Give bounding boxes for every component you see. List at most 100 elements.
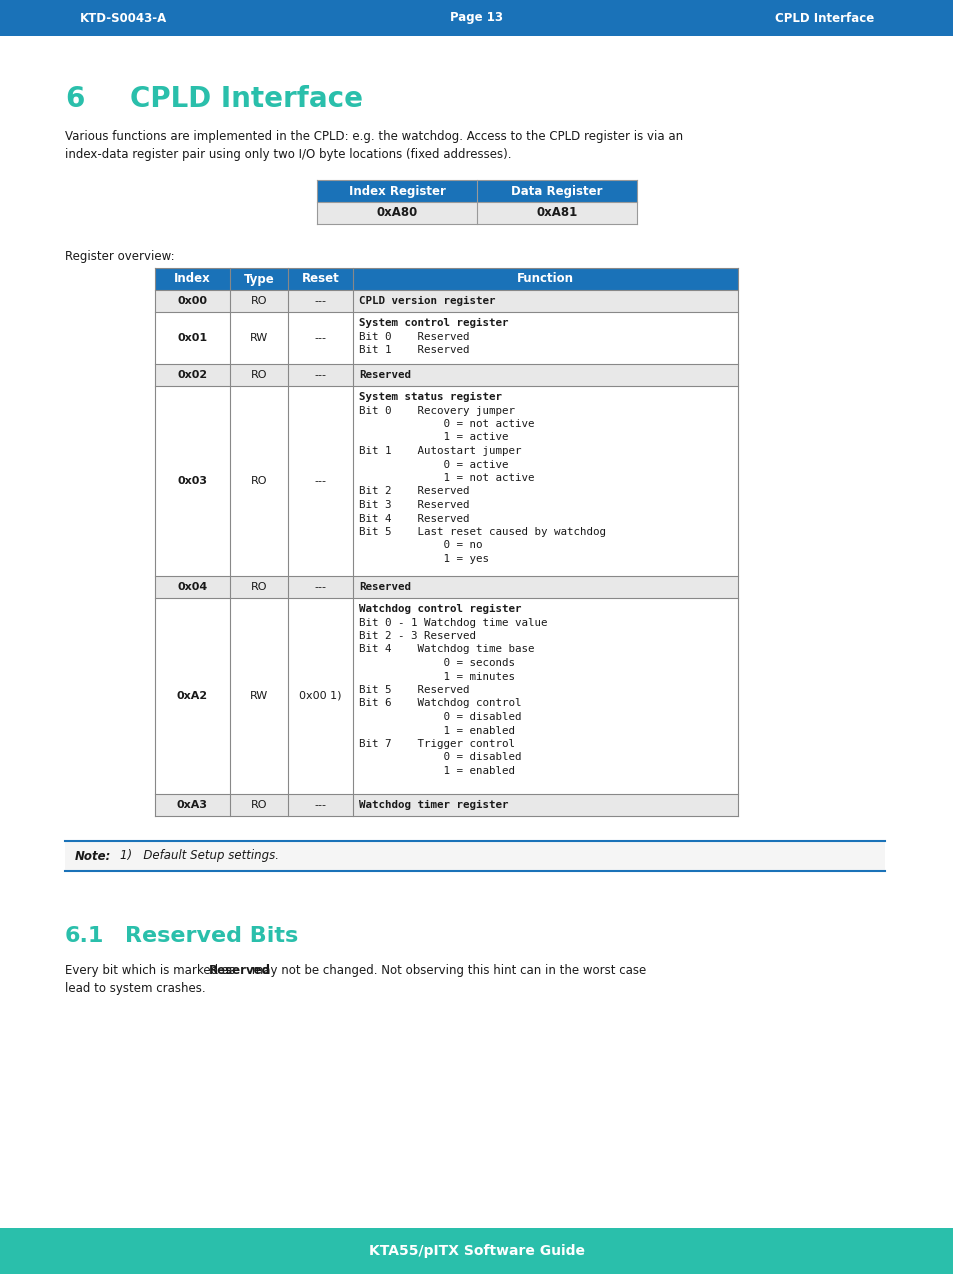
Text: RO: RO xyxy=(251,800,267,810)
Text: Reset: Reset xyxy=(301,273,339,285)
Text: 0 = disabled: 0 = disabled xyxy=(358,753,521,763)
Text: 0xA3: 0xA3 xyxy=(177,800,208,810)
Text: Note:: Note: xyxy=(75,850,112,862)
Text: 0 = not active: 0 = not active xyxy=(358,419,534,429)
Text: 0 = active: 0 = active xyxy=(358,460,508,470)
Bar xyxy=(288,598,353,794)
Bar xyxy=(230,598,288,794)
Bar xyxy=(288,794,353,817)
Text: 0xA2: 0xA2 xyxy=(176,691,208,701)
Text: 0x00: 0x00 xyxy=(177,296,208,306)
Bar xyxy=(154,290,230,312)
Text: Bit 5    Last reset caused by watchdog: Bit 5 Last reset caused by watchdog xyxy=(358,527,605,538)
Text: System control register: System control register xyxy=(358,318,508,327)
Bar xyxy=(288,576,353,598)
Text: Index Register: Index Register xyxy=(348,185,445,197)
Bar xyxy=(154,364,230,386)
Text: Bit 0    Reserved: Bit 0 Reserved xyxy=(358,331,469,341)
Text: 0 = no: 0 = no xyxy=(358,540,482,550)
Text: 1 = not active: 1 = not active xyxy=(358,473,534,483)
Bar xyxy=(353,576,738,598)
Text: ---: --- xyxy=(314,582,326,592)
Bar xyxy=(316,203,476,224)
Text: Bit 1    Autostart jumper: Bit 1 Autostart jumper xyxy=(358,446,521,456)
Bar xyxy=(353,598,738,794)
Bar xyxy=(154,794,230,817)
Text: 1 = minutes: 1 = minutes xyxy=(358,671,515,682)
Text: ---: --- xyxy=(314,369,326,380)
Bar xyxy=(288,312,353,364)
Bar xyxy=(288,386,353,576)
Bar xyxy=(353,268,738,290)
Text: KTA55/pITX Software Guide: KTA55/pITX Software Guide xyxy=(369,1243,584,1257)
Text: Index: Index xyxy=(174,273,211,285)
Text: 0x03: 0x03 xyxy=(177,476,208,485)
Text: 1 = active: 1 = active xyxy=(358,432,508,442)
Text: CPLD version register: CPLD version register xyxy=(358,296,495,306)
Text: Reserved: Reserved xyxy=(358,369,411,380)
Bar xyxy=(230,576,288,598)
Text: KTD-S0043-A: KTD-S0043-A xyxy=(80,11,167,24)
Bar xyxy=(353,794,738,817)
Text: Watchdog timer register: Watchdog timer register xyxy=(358,800,508,810)
Text: ---: --- xyxy=(314,476,326,485)
Text: 6: 6 xyxy=(65,85,84,113)
Text: 1 = enabled: 1 = enabled xyxy=(358,766,515,776)
Text: Register overview:: Register overview: xyxy=(65,250,174,262)
Text: 0xA81: 0xA81 xyxy=(536,206,577,219)
Bar xyxy=(288,290,353,312)
Text: may not be changed. Not observing this hint can in the worst case: may not be changed. Not observing this h… xyxy=(248,964,646,977)
Bar xyxy=(154,576,230,598)
Text: 1)   Default Setup settings.: 1) Default Setup settings. xyxy=(120,850,278,862)
Text: CPLD Interface: CPLD Interface xyxy=(774,11,873,24)
Text: RW: RW xyxy=(250,333,268,343)
Text: System status register: System status register xyxy=(358,392,501,403)
Text: 6.1: 6.1 xyxy=(65,926,104,947)
Bar xyxy=(230,364,288,386)
Text: RW: RW xyxy=(250,691,268,701)
Bar xyxy=(230,794,288,817)
Bar xyxy=(230,312,288,364)
Text: Every bit which is marked as: Every bit which is marked as xyxy=(65,964,239,977)
Text: 0xA80: 0xA80 xyxy=(376,206,417,219)
Bar xyxy=(353,290,738,312)
Text: Bit 4    Watchdog time base: Bit 4 Watchdog time base xyxy=(358,645,534,655)
Text: RO: RO xyxy=(251,582,267,592)
Bar xyxy=(476,180,637,203)
Text: Various functions are implemented in the CPLD: e.g. the watchdog. Access to the : Various functions are implemented in the… xyxy=(65,130,682,143)
Text: Bit 1    Reserved: Bit 1 Reserved xyxy=(358,345,469,355)
Text: index-data register pair using only two I/O byte locations (fixed addresses).: index-data register pair using only two … xyxy=(65,148,511,161)
Bar xyxy=(65,841,884,871)
Bar xyxy=(288,364,353,386)
Text: lead to system crashes.: lead to system crashes. xyxy=(65,982,206,995)
Bar xyxy=(476,203,637,224)
Text: CPLD Interface: CPLD Interface xyxy=(130,85,363,113)
Text: ---: --- xyxy=(314,333,326,343)
Text: Data Register: Data Register xyxy=(511,185,602,197)
Bar xyxy=(154,386,230,576)
Text: Bit 3    Reserved: Bit 3 Reserved xyxy=(358,499,469,510)
Text: Reserved Bits: Reserved Bits xyxy=(125,926,298,947)
Text: Bit 6    Watchdog control: Bit 6 Watchdog control xyxy=(358,698,521,708)
Bar xyxy=(154,598,230,794)
Text: 1 = enabled: 1 = enabled xyxy=(358,725,515,735)
Bar xyxy=(0,1228,953,1274)
Bar xyxy=(353,386,738,576)
Text: Bit 2 - 3 Reserved: Bit 2 - 3 Reserved xyxy=(358,631,476,641)
Text: RO: RO xyxy=(251,369,267,380)
Bar xyxy=(353,312,738,364)
Text: RO: RO xyxy=(251,296,267,306)
Text: Bit 4    Reserved: Bit 4 Reserved xyxy=(358,513,469,524)
Text: 0x02: 0x02 xyxy=(177,369,208,380)
Text: Watchdog control register: Watchdog control register xyxy=(358,604,521,614)
Text: Type: Type xyxy=(243,273,274,285)
Bar xyxy=(154,268,230,290)
Text: 0x04: 0x04 xyxy=(177,582,208,592)
Text: Bit 0 - 1 Watchdog time value: Bit 0 - 1 Watchdog time value xyxy=(358,618,547,628)
Bar xyxy=(230,290,288,312)
Text: Reserved: Reserved xyxy=(209,964,271,977)
Bar xyxy=(230,386,288,576)
Bar xyxy=(0,0,953,36)
Text: 0x00 1): 0x00 1) xyxy=(299,691,341,701)
Text: Bit 7    Trigger control: Bit 7 Trigger control xyxy=(358,739,515,749)
